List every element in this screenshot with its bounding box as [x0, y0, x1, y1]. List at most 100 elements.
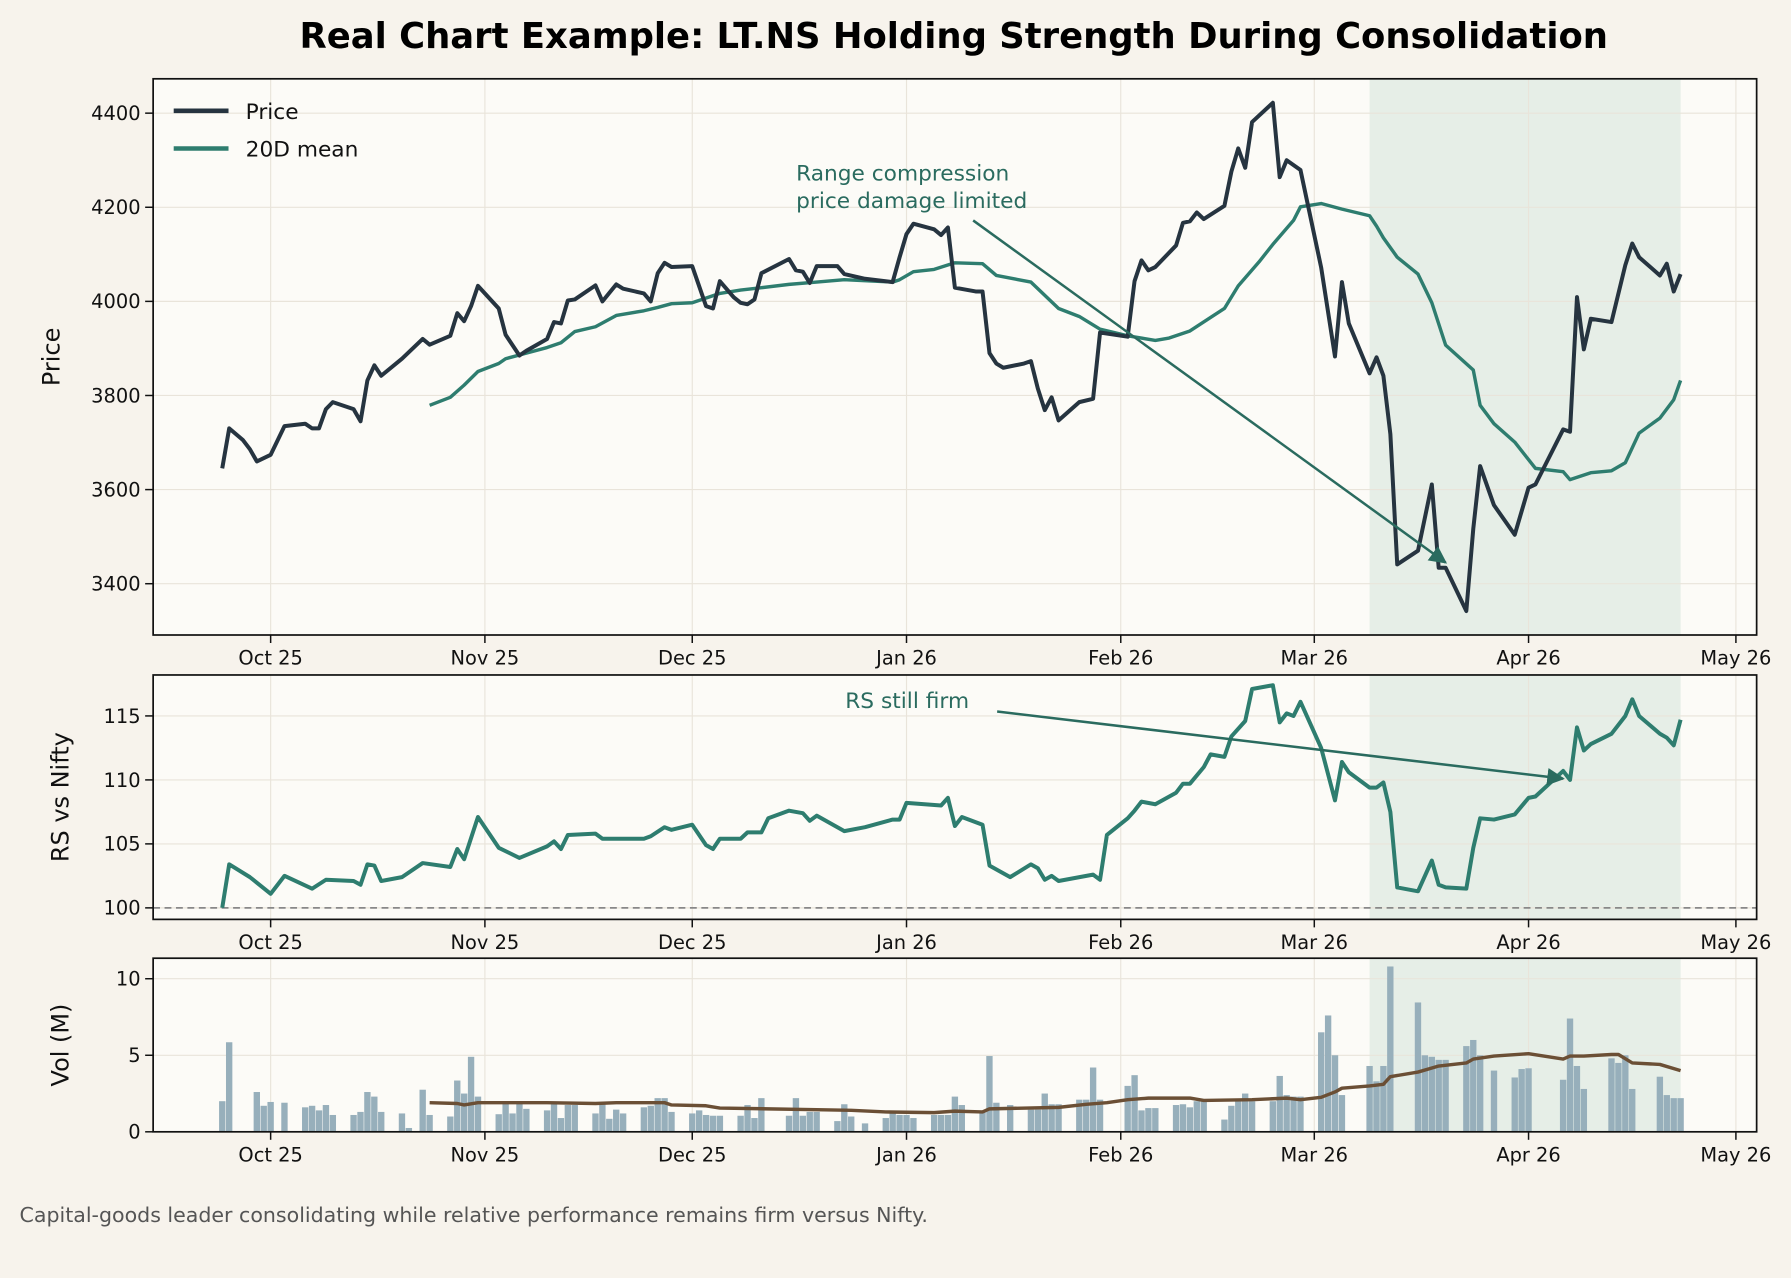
volume-bar — [661, 1098, 668, 1132]
volume-bar — [474, 1096, 482, 1132]
volume-bar — [1518, 1069, 1525, 1132]
volume-bar — [792, 1098, 800, 1132]
volume-bar — [1387, 966, 1394, 1132]
volume-bar — [606, 1118, 613, 1132]
volume-bar — [785, 1115, 793, 1132]
volume-bar — [467, 1056, 475, 1132]
volume-bar — [523, 1108, 530, 1132]
volume-bar — [1235, 1101, 1242, 1132]
y-axis-label: RS vs Nifty — [47, 732, 75, 862]
volume-bar — [993, 1102, 1000, 1132]
volume-bar — [1179, 1104, 1187, 1132]
y-tick-label: 105 — [104, 833, 141, 856]
volume-bar — [1048, 1104, 1055, 1132]
volume-bar — [841, 1104, 848, 1132]
volume-bar — [1559, 1079, 1567, 1132]
x-tick-label: Apr 26 — [1496, 1144, 1560, 1167]
volume-bar — [1152, 1108, 1159, 1132]
volume-bar — [1318, 1032, 1325, 1132]
y-axis-label: Price — [37, 328, 65, 386]
volume-bar — [1573, 1065, 1581, 1132]
volume-bar — [1511, 1077, 1518, 1132]
x-tick-label: May 26 — [1700, 1144, 1771, 1167]
x-tick-label: Oct 25 — [238, 1144, 302, 1167]
price-legend: Price 20D mean — [173, 100, 359, 162]
volume-bar — [1200, 1101, 1207, 1132]
volume-bar — [1324, 1015, 1332, 1132]
volume-bar — [571, 1105, 578, 1132]
x-tick-label: Feb 26 — [1088, 931, 1153, 954]
volume-bar — [1221, 1119, 1228, 1132]
y-tick-label: 3800 — [91, 384, 140, 407]
volume-bar — [1055, 1104, 1062, 1132]
footer-caption: Capital-goods leader consolidating while… — [20, 1203, 928, 1227]
y-tick-label: 5 — [128, 1044, 140, 1067]
volume-bar — [398, 1113, 406, 1132]
x-tick-label: Feb 26 — [1088, 1144, 1153, 1167]
axes-frame — [152, 957, 1758, 1133]
volume-bar — [426, 1114, 433, 1132]
volume-bar — [1276, 1075, 1283, 1132]
x-tick-label: Dec 25 — [658, 1144, 726, 1167]
x-tick-label: Oct 25 — [238, 931, 302, 954]
volume-mean-line — [429, 1051, 1682, 1115]
volume-bar — [557, 1118, 565, 1132]
y-tick-label: 3600 — [91, 478, 140, 501]
x-tick-label: Apr 26 — [1496, 647, 1560, 670]
price-line — [220, 100, 1683, 614]
volume-panel: Oct 25 Nov 25 Dec 25 Jan 26 Feb 26 Mar 26 Apr … — [47, 957, 1771, 1167]
volume-bar — [1145, 1108, 1152, 1132]
volume-bar — [799, 1115, 807, 1132]
volume-bar — [910, 1118, 917, 1132]
volume-bar — [1435, 1059, 1442, 1132]
volume-bar — [1490, 1070, 1498, 1132]
annotation-range-line2: price damage limited — [796, 189, 1027, 214]
volume-bar — [1283, 1095, 1290, 1132]
x-tick-label: Nov 25 — [451, 1144, 520, 1167]
volume-bar — [599, 1104, 606, 1132]
price-panel: Oct 25 Nov 25 Dec 25 Jan 26 Feb 26 Mar 26 Apr … — [37, 77, 1771, 670]
volume-bar — [1228, 1105, 1235, 1132]
volume-bar — [654, 1098, 661, 1132]
x-tick-label: Mar 26 — [1281, 647, 1348, 670]
volume-bar — [447, 1116, 454, 1132]
volume-bar — [613, 1109, 620, 1132]
volume-bar — [702, 1114, 710, 1132]
volume-bar — [930, 1114, 938, 1132]
volume-bar — [592, 1113, 599, 1132]
volume-bar — [315, 1110, 323, 1132]
x-tick-label: Nov 25 — [451, 931, 520, 954]
volume-bar — [889, 1112, 896, 1132]
volume-bar — [1421, 1055, 1429, 1132]
volume-bar — [419, 1089, 426, 1132]
volume-bar — [944, 1114, 952, 1132]
volume-bar — [751, 1118, 758, 1132]
volume-bar — [979, 1111, 986, 1132]
consolidation-shade — [1369, 958, 1681, 1132]
y-tick-label: 3400 — [91, 573, 140, 596]
volume-bar — [1172, 1105, 1180, 1132]
volume-bar — [640, 1107, 648, 1132]
annotation-arrow-range — [972, 219, 1448, 564]
volume-bar — [716, 1115, 724, 1132]
volume-bar — [1663, 1095, 1670, 1132]
x-tick-label: Dec 25 — [658, 647, 726, 670]
volume-bar — [1027, 1109, 1035, 1132]
x-tick-label: Oct 25 — [238, 647, 302, 670]
legend-mean-label: 20D mean — [246, 137, 359, 162]
volume-bar — [322, 1105, 330, 1132]
volume-bar — [281, 1102, 288, 1132]
volume-bar — [308, 1105, 316, 1132]
volume-bar — [1608, 1058, 1615, 1132]
volume-bar — [937, 1114, 945, 1132]
volume-bar — [689, 1113, 696, 1132]
x-tick-label: Apr 26 — [1496, 931, 1560, 954]
x-tick-label: May 26 — [1700, 647, 1771, 670]
axes-frame — [152, 77, 1758, 636]
x-tick-label: Jan 26 — [875, 1144, 937, 1167]
volume-bar — [1241, 1093, 1249, 1132]
volume-bar — [1629, 1088, 1636, 1132]
volume-bar — [329, 1114, 337, 1132]
volume-bar — [1186, 1107, 1194, 1132]
